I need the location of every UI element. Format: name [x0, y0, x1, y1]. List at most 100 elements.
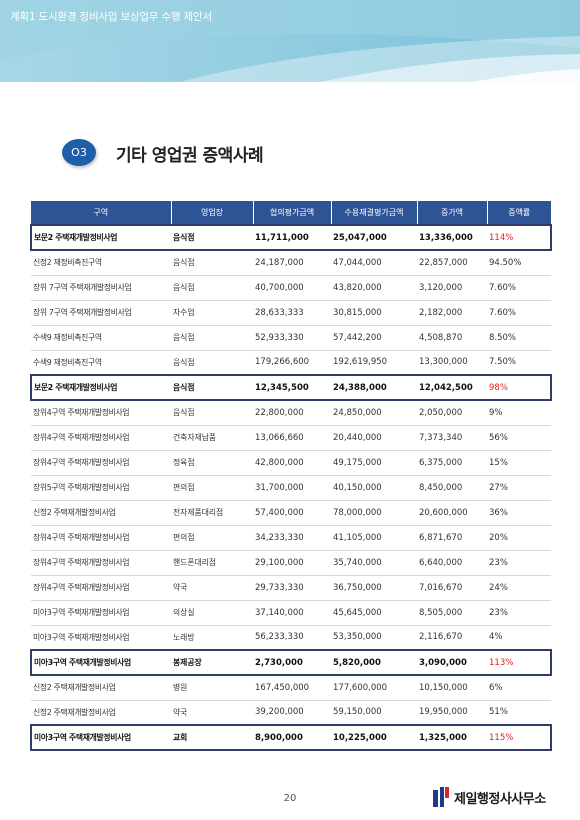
cell-expropriation: 41,105,000	[331, 525, 417, 551]
cell-expropriation: 45,645,000	[331, 600, 417, 626]
cell-shop: 핸드폰대리점	[171, 550, 253, 576]
cell-negotiated: 57,400,000	[253, 500, 331, 526]
cell-increase: 2,182,000	[417, 300, 487, 326]
table-row: 장위4구역 주택재개발정비사업 약국 29,733,330 36,750,000 7,0…	[31, 575, 551, 601]
cell-expropriation: 35,740,000	[331, 550, 417, 576]
table-row: 신정2 주택재개발정비사업 약국 39,200,000 59,150,000 19,95…	[31, 700, 551, 726]
cell-rate: 115%	[487, 724, 552, 751]
cell-shop: 약국	[171, 575, 253, 601]
company-logo: 제일행정사사무소	[432, 786, 546, 808]
cell-expropriation: 43,820,000	[331, 275, 417, 301]
cell-negotiated: 34,233,330	[253, 525, 331, 551]
cell-zone: 장위4구역 주택재개발정비사업	[31, 450, 171, 476]
table-row: 미아3구역 주택재개발정비사업 의상실 37,140,000 45,645,000 8,…	[31, 600, 551, 626]
table-row: 장위4구역 주택재개발정비사업 편의점 34,233,330 41,105,000 6,…	[31, 525, 551, 551]
section-title: 기타 영업권 증액사례	[116, 146, 264, 166]
cell-negotiated: 179,266,600	[253, 350, 331, 376]
cell-shop: 음식점	[171, 275, 253, 301]
cell-increase: 3,090,000	[417, 649, 487, 676]
cell-expropriation: 49,175,000	[331, 450, 417, 476]
cell-zone: 장위 7구역 주택재개발정비사업	[31, 275, 171, 301]
cell-expropriation: 47,044,000	[331, 250, 417, 276]
table-row: 신정2 주택재개발정비사업 병원 167,450,000 177,600,000 10,…	[31, 675, 551, 701]
cell-negotiated: 11,711,000	[253, 224, 331, 251]
cell-rate: 9%	[487, 400, 551, 426]
cell-shop: 전자제품대리점	[171, 500, 253, 526]
cell-rate: 8.50%	[487, 325, 551, 351]
cell-zone: 장위 7구역 주택재개발정비사업	[31, 300, 171, 326]
table-row: 신정2 재정비촉진구역 음식점 24,187,000 47,044,000 22,857…	[31, 250, 551, 276]
cell-increase: 7,373,340	[417, 425, 487, 451]
cell-zone: 장위4구역 주택재개발정비사업	[31, 425, 171, 451]
cell-expropriation: 177,600,000	[331, 675, 417, 701]
cell-zone: 보문2 주택재개발정비사업	[30, 224, 171, 251]
header-wave-graphic	[0, 0, 580, 82]
cell-rate: 94.50%	[487, 250, 551, 276]
cell-negotiated: 13,066,660	[253, 425, 331, 451]
cell-expropriation: 192,619,950	[331, 350, 417, 376]
table-row: 장위4구역 주택재개발정비사업 음식점 22,800,000 24,850,000 2,…	[31, 400, 551, 426]
cell-expropriation: 25,047,000	[331, 224, 417, 251]
cell-increase: 10,150,000	[417, 675, 487, 701]
cell-rate: 114%	[487, 224, 552, 251]
cell-negotiated: 22,800,000	[253, 400, 331, 426]
cell-negotiated: 52,933,330	[253, 325, 331, 351]
cell-zone: 장위4구역 주택재개발정비사업	[31, 525, 171, 551]
cell-expropriation: 59,150,000	[331, 700, 417, 726]
column-header-expropriation: 수용재결평가금액	[331, 201, 418, 225]
cell-rate: 113%	[487, 649, 552, 676]
cell-rate: 24%	[487, 575, 551, 601]
cell-rate: 56%	[487, 425, 551, 451]
column-header-rate: 증액률	[487, 201, 551, 225]
table-row: 장위 7구역 주택재개발정비사업 자수업 28,633,333 30,815,000 2…	[31, 300, 551, 326]
cell-rate: 23%	[487, 600, 551, 626]
cell-expropriation: 24,850,000	[331, 400, 417, 426]
cell-negotiated: 42,800,000	[253, 450, 331, 476]
cell-rate: 7.50%	[487, 350, 551, 376]
cell-zone: 보문2 주택재개발정비사업	[30, 374, 171, 401]
cell-rate: 23%	[487, 550, 551, 576]
column-header-zone: 구역	[31, 201, 172, 225]
cell-negotiated: 37,140,000	[253, 600, 331, 626]
cell-negotiated: 29,100,000	[253, 550, 331, 576]
cell-zone: 미아3구역 주택재개발정비사업	[31, 600, 171, 626]
column-header-shop: 영업장	[171, 201, 254, 225]
cell-negotiated: 24,187,000	[253, 250, 331, 276]
table-row: 보문2 주택재개발정비사업 음식점 12,345,500 24,388,000 12,0…	[30, 374, 552, 401]
cell-expropriation: 24,388,000	[331, 374, 417, 401]
header-band: 계획1 도시환경 정비사업 보상업무 수행 제안서	[0, 0, 580, 82]
cell-zone: 신정2 주택재개발정비사업	[31, 500, 171, 526]
table-header-row: 구역 영업장 협의평가금액 수용재결평가금액 증가액 증액률	[31, 201, 551, 225]
cell-zone: 신정2 주택재개발정비사업	[31, 675, 171, 701]
cell-expropriation: 40,150,000	[331, 475, 417, 501]
table-row: 신정2 주택재개발정비사업 전자제품대리점 57,400,000 78,000,000…	[31, 500, 551, 526]
cell-expropriation: 5,820,000	[331, 649, 417, 676]
cell-expropriation: 20,440,000	[331, 425, 417, 451]
header-title: 계획1 도시환경 정비사업 보상업무 수행 제안서	[10, 11, 212, 23]
cell-zone: 장위4구역 주택재개발정비사업	[31, 575, 171, 601]
cell-zone: 미아3구역 주택재개발정비사업	[30, 724, 171, 751]
cell-negotiated: 2,730,000	[253, 649, 331, 676]
cell-increase: 7,016,670	[417, 575, 487, 601]
cell-zone: 수색9 재정비촉진구역	[31, 325, 171, 351]
table-row: 미아3구역 주택재개발정비사업 봉제공장 2,730,000 5,820,000 3,0…	[30, 649, 552, 676]
cell-negotiated: 40,700,000	[253, 275, 331, 301]
cell-shop: 편의점	[171, 525, 253, 551]
cell-rate: 7.60%	[487, 300, 551, 326]
cell-rate: 4%	[487, 625, 551, 651]
table-row: 장위4구역 주택재개발정비사업 건축자재납품 13,066,660 20,440,00…	[31, 425, 551, 451]
table-row: 미아3구역 주택재개발정비사업 교회 8,900,000 10,225,000 1,32…	[30, 724, 552, 751]
cell-increase: 2,116,670	[417, 625, 487, 651]
table-row: 미아3구역 주택재개발정비사업 노래방 56,233,330 53,350,000 2,…	[31, 625, 551, 651]
cell-negotiated: 12,345,500	[253, 374, 331, 401]
cell-rate: 51%	[487, 700, 551, 726]
cell-increase: 6,640,000	[417, 550, 487, 576]
cell-shop: 봉제공장	[171, 649, 253, 676]
cell-shop: 음식점	[171, 400, 253, 426]
cell-increase: 3,120,000	[417, 275, 487, 301]
cell-shop: 자수업	[171, 300, 253, 326]
table-row: 장위4구역 주택재개발정비사업 핸드폰대리점 29,100,000 35,740,00…	[31, 550, 551, 576]
cell-shop: 건축자재납품	[171, 425, 253, 451]
cell-rate: 7.60%	[487, 275, 551, 301]
company-logo-icon	[433, 787, 449, 807]
